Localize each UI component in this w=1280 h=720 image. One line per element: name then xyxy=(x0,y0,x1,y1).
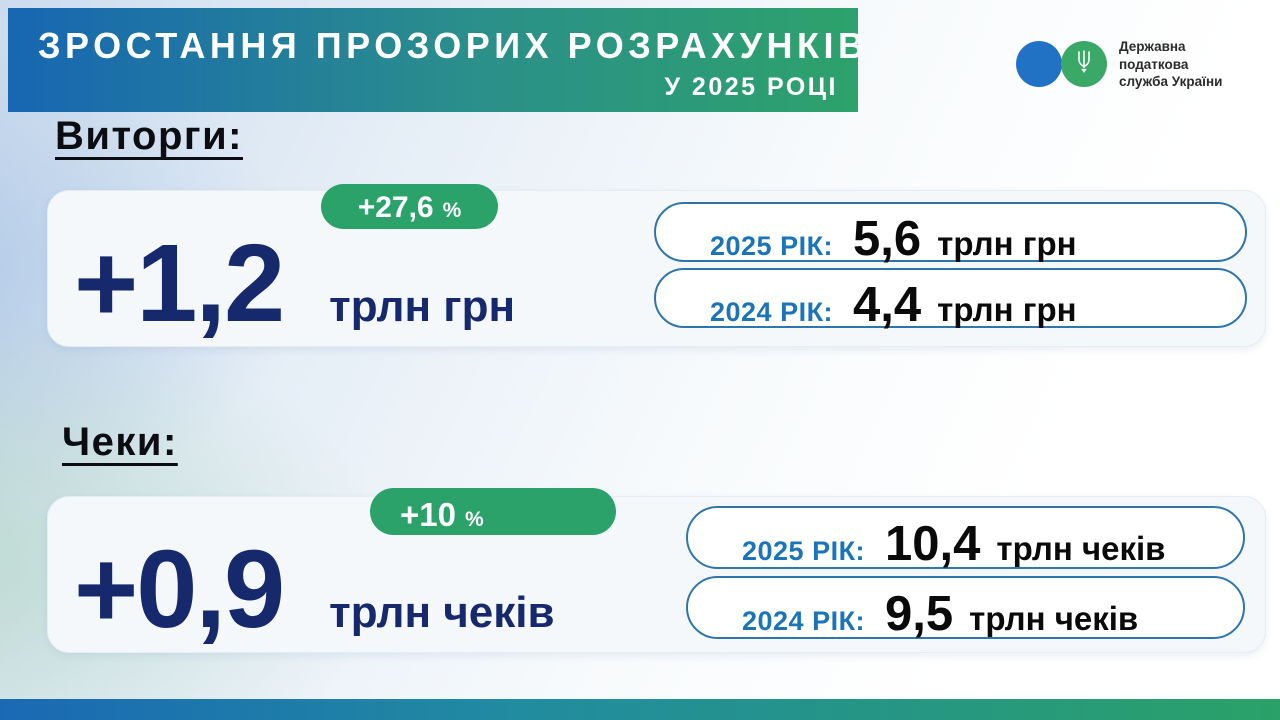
delta-value: +1,2 xyxy=(74,221,285,345)
revenues-card: +27,6 % +1,2 трлн грн 2025 РІК: 5,6 трлн… xyxy=(47,184,1266,347)
year-row-2025: 2025 РІК: 10,4 трлн чеків xyxy=(686,506,1245,569)
percent-sign: % xyxy=(442,199,462,222)
header-banner: ЗРОСТАННЯ ПРОЗОРИХ РОЗРАХУНКІВ У 2025 РО… xyxy=(8,8,864,112)
receipts-growth-badge: +10 % xyxy=(370,488,616,535)
org-name: Державна податкова служба України xyxy=(1119,38,1222,91)
year-label: 2024 РІК: xyxy=(710,297,834,327)
revenues-year-rows: 2025 РІК: 5,6 трлн грн 2024 РІК: 4,4 трл… xyxy=(654,202,1247,332)
org-name-line2: податкова xyxy=(1119,56,1189,72)
trident-icon xyxy=(1073,49,1095,80)
percent-sign: % xyxy=(464,508,484,531)
delta-value: +0,9 xyxy=(74,527,285,651)
logo-circles xyxy=(1016,41,1107,88)
year-unit: трлн чеків xyxy=(996,530,1166,567)
year-value: 9,5 xyxy=(885,587,954,641)
year-row-2024: 2024 РІК: 9,5 трлн чеків xyxy=(686,576,1245,639)
heading-revenues: Виторги: xyxy=(55,114,243,158)
delta-unit: трлн грн xyxy=(329,281,516,331)
badge-value: +10 xyxy=(400,496,456,533)
footer-gradient-bar xyxy=(0,699,1280,720)
receipts-delta: +0,9 трлн чеків xyxy=(74,527,555,651)
year-row-2024: 2024 РІК: 4,4 трлн грн xyxy=(654,268,1247,332)
heading-receipts: Чеки: xyxy=(62,420,178,464)
year-unit: трлн грн xyxy=(937,291,1077,328)
year-row-2025: 2025 РІК: 5,6 трлн грн xyxy=(654,202,1247,266)
year-label: 2025 РІК: xyxy=(710,231,834,261)
revenues-growth-badge: +27,6 % xyxy=(321,184,498,229)
org-name-line3: служба України xyxy=(1119,74,1223,90)
org-name-line1: Державна xyxy=(1119,39,1186,54)
year-label: 2025 РІК: xyxy=(742,536,866,566)
receipts-year-rows: 2025 РІК: 10,4 трлн чеків 2024 РІК: 9,5 … xyxy=(686,506,1245,639)
year-value: 4,4 xyxy=(853,278,922,332)
page-title: ЗРОСТАННЯ ПРОЗОРИХ РОЗРАХУНКІВ xyxy=(38,25,869,66)
blue-circle xyxy=(1016,41,1062,88)
year-value: 10,4 xyxy=(885,517,981,571)
revenues-delta: +1,2 трлн грн xyxy=(74,221,516,345)
receipts-card: +10 % +0,9 трлн чеків 2025 РІК: 10,4 трл… xyxy=(47,488,1266,653)
page-subtitle: У 2025 РОЦІ xyxy=(664,73,838,101)
green-circle xyxy=(1061,41,1107,88)
year-unit: трлн грн xyxy=(937,225,1077,262)
year-value: 5,6 xyxy=(853,212,922,266)
tax-service-logo: Державна податкова служба України xyxy=(1016,38,1222,91)
badge-value: +27,6 xyxy=(357,191,434,224)
delta-unit: трлн чеків xyxy=(329,587,555,637)
year-label: 2024 РІК: xyxy=(742,606,866,636)
year-unit: трлн чеків xyxy=(969,600,1139,637)
